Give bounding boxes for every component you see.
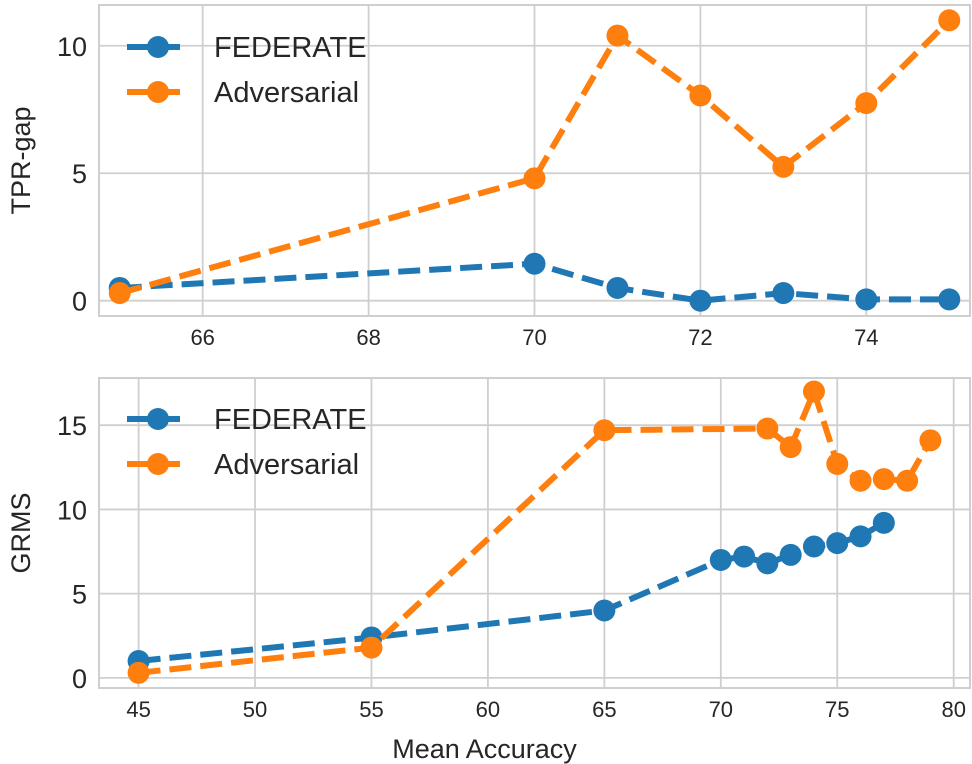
y-tick-label-10: 10 <box>57 32 87 62</box>
data-point-federate-1 <box>523 252 546 275</box>
data-point-federate-6 <box>779 543 802 566</box>
x-tick-label-45: 45 <box>126 697 150 722</box>
x-tick-label-70: 70 <box>709 697 733 722</box>
data-point-adversarial-5 <box>802 380 825 403</box>
data-point-federate-3 <box>689 289 712 312</box>
x-tick-label-72: 72 <box>688 325 712 350</box>
x-tick-label-66: 66 <box>190 325 214 350</box>
plot-frame <box>98 377 971 689</box>
data-point-federate-7 <box>802 535 825 558</box>
tpr-gap-panel: 66 68 70 72 74 0 5 10 TPR-gap FEDERATE Adversarial <box>6 4 971 350</box>
y-axis-label: GRMS <box>6 493 36 574</box>
data-point-federate-9 <box>849 525 872 548</box>
data-point-adversarial-3 <box>756 417 779 440</box>
y-tick-label-10: 10 <box>57 495 87 525</box>
x-axis-label: Mean Accuracy <box>392 734 577 764</box>
data-point-federate-6 <box>938 288 961 311</box>
y-tick-label-0: 0 <box>72 287 87 317</box>
legend-label-adversarial: Adversarial <box>214 449 359 481</box>
data-point-adversarial-2 <box>606 24 629 47</box>
x-tick-label-55: 55 <box>359 697 383 722</box>
data-point-federate-2 <box>593 599 616 622</box>
data-point-adversarial-7 <box>849 469 872 492</box>
data-point-adversarial-9 <box>896 469 919 492</box>
data-point-adversarial-2 <box>593 419 616 442</box>
grms-panel: 45 50 55 60 65 70 75 80 0 5 10 15 GRMS Mean Accuracy F… <box>6 377 971 764</box>
data-point-adversarial-1 <box>360 636 383 659</box>
data-point-federate-8 <box>826 532 849 555</box>
x-tick-label-74: 74 <box>854 325 878 350</box>
data-point-adversarial-6 <box>938 9 961 32</box>
x-tick-label-75: 75 <box>825 697 849 722</box>
data-point-adversarial-8 <box>872 468 895 491</box>
x-tick-label-70: 70 <box>522 325 546 350</box>
data-point-adversarial-5 <box>855 92 878 115</box>
data-point-federate-4 <box>733 545 756 568</box>
data-point-adversarial-10 <box>919 429 942 452</box>
x-tick-label-65: 65 <box>592 697 616 722</box>
data-point-adversarial-0 <box>108 282 131 305</box>
x-tick-label-50: 50 <box>243 697 267 722</box>
legend-marker-adversarial <box>147 81 169 103</box>
y-tick-label-15: 15 <box>57 411 87 441</box>
plot-frame <box>98 4 971 317</box>
legend-label-federate: FEDERATE <box>214 32 367 64</box>
data-point-adversarial-4 <box>772 155 795 178</box>
data-point-federate-3 <box>709 548 732 571</box>
data-point-adversarial-4 <box>779 436 802 459</box>
data-point-federate-5 <box>756 552 779 575</box>
data-point-federate-10 <box>872 511 895 534</box>
y-tick-label-0: 0 <box>72 664 87 694</box>
data-point-federate-2 <box>606 276 629 299</box>
legend-label-adversarial: Adversarial <box>214 77 359 109</box>
data-point-adversarial-1 <box>523 167 546 190</box>
legend-label-federate: FEDERATE <box>214 404 367 436</box>
series-line-federate <box>138 520 886 664</box>
legend-marker-federate <box>147 36 169 58</box>
data-point-adversarial-3 <box>689 84 712 107</box>
data-point-federate-5 <box>855 288 878 311</box>
legend-marker-adversarial <box>147 453 169 475</box>
y-tick-label-5: 5 <box>72 159 87 189</box>
x-tick-label-80: 80 <box>941 697 965 722</box>
y-axis-label: TPR-gap <box>6 106 36 214</box>
x-tick-label-60: 60 <box>476 697 500 722</box>
x-tick-label-68: 68 <box>356 325 380 350</box>
data-point-adversarial-0 <box>127 661 150 684</box>
data-point-federate-4 <box>772 282 795 305</box>
legend-marker-federate <box>147 408 169 430</box>
y-tick-label-5: 5 <box>72 580 87 610</box>
data-point-adversarial-6 <box>826 452 849 475</box>
